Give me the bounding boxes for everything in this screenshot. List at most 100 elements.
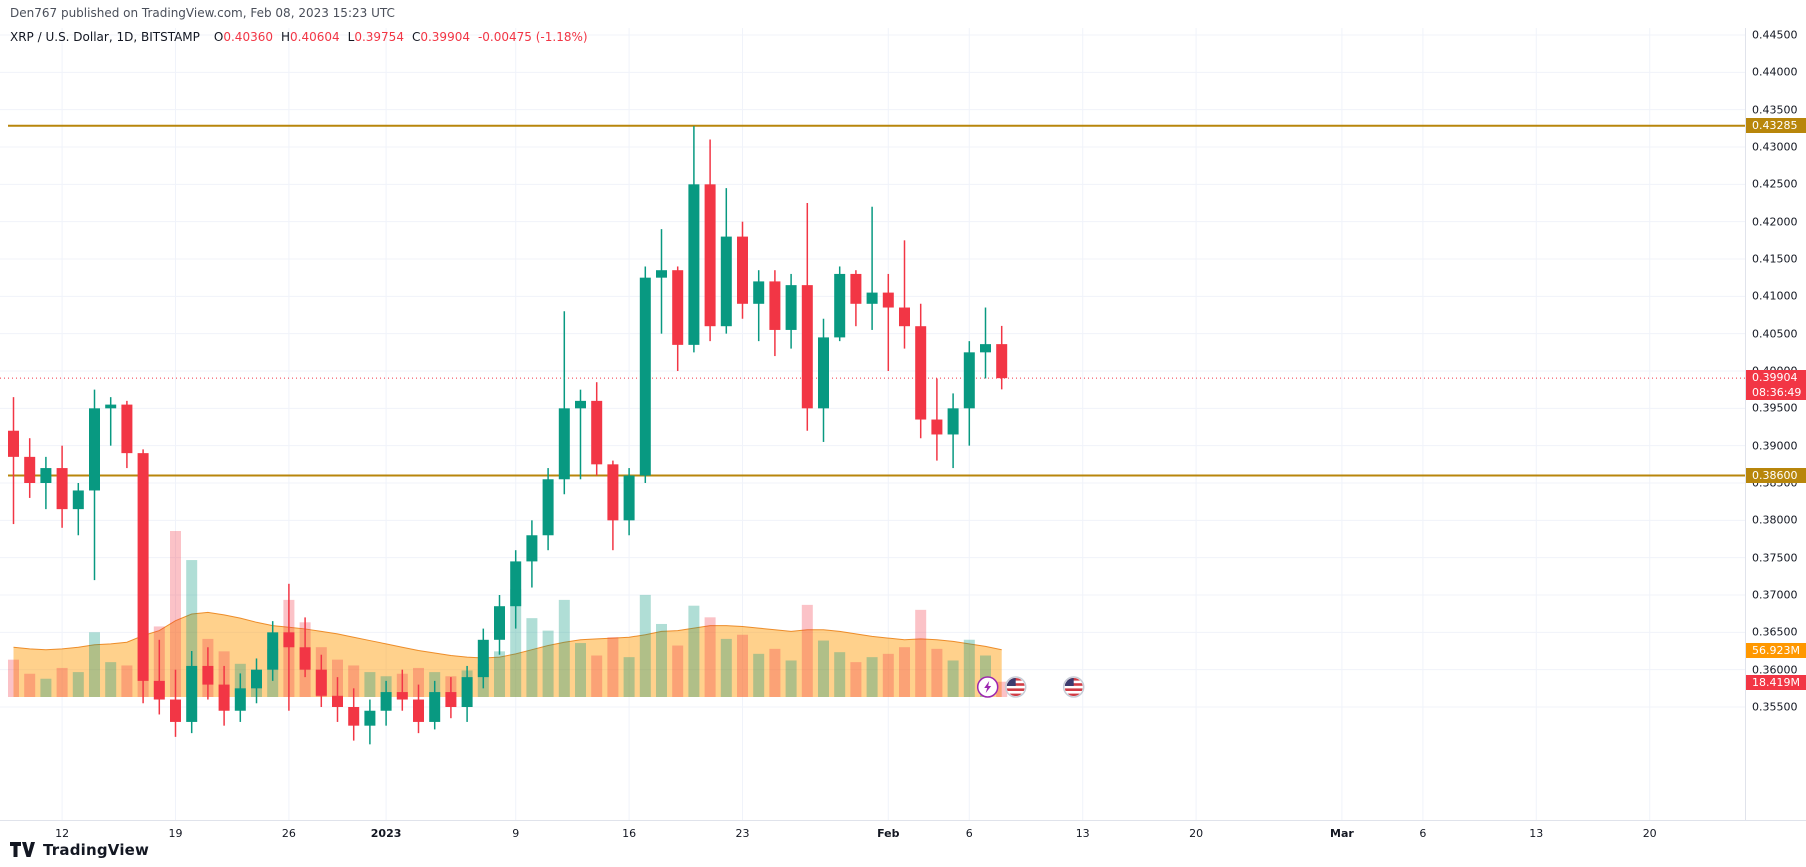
symbol-legend[interactable]: XRP / U.S. Dollar, 1D, BITSTAMP O0.40360 H… — [10, 30, 588, 44]
price-tick-label: 0.37500 — [1752, 551, 1798, 565]
candle — [267, 632, 279, 670]
ohlc-low-label: L — [347, 30, 355, 44]
time-tick-label: 2023 — [370, 827, 402, 840]
ohlc-high-value: 0.40604 — [290, 30, 340, 44]
price-axis-border — [1745, 28, 1746, 820]
tradingview-logo[interactable]: TradingView — [10, 840, 149, 859]
volume-bar — [542, 630, 554, 697]
volume-bar — [882, 653, 894, 697]
volume-bar — [656, 623, 667, 697]
price-tick-label: 0.42500 — [1752, 177, 1798, 191]
price-tick-label: 0.44000 — [1752, 65, 1798, 79]
level-price-label: 0.43285 — [1746, 117, 1806, 133]
candle — [445, 692, 457, 708]
level-price-label: 0.38600 — [1746, 467, 1806, 483]
price-tick-label: 0.36500 — [1752, 625, 1798, 639]
publish-info: Den767 published on TradingView.com, Feb… — [10, 6, 395, 20]
candle — [672, 270, 684, 345]
time-tick-label: 19 — [168, 827, 183, 840]
price-tick-label: 0.37000 — [1752, 588, 1798, 602]
volume-bar — [996, 681, 1008, 697]
volume-bar — [850, 662, 862, 697]
candle — [785, 285, 797, 330]
volume-bar — [510, 589, 522, 697]
candle — [40, 468, 52, 484]
volume-bar — [8, 659, 19, 697]
volume-bar — [607, 637, 619, 697]
volume-bar — [688, 605, 700, 697]
volume-bar — [704, 617, 716, 697]
candle — [801, 285, 813, 409]
volume-bar — [364, 672, 376, 697]
candle — [283, 632, 295, 648]
candle — [915, 326, 927, 420]
candle — [121, 404, 133, 454]
volume-bar — [899, 647, 910, 697]
candle — [980, 344, 991, 353]
volume-bar — [121, 665, 133, 697]
volume-bar — [753, 653, 765, 697]
candle — [234, 688, 246, 711]
volume-bar — [591, 655, 603, 697]
volume-ma-label: 56.923M — [1746, 642, 1806, 658]
volume-bar — [40, 678, 52, 697]
candle — [105, 404, 117, 409]
time-tick-label: 6 — [1419, 827, 1427, 840]
price-tick-label: 0.39000 — [1752, 439, 1798, 453]
us-flag-marker-icon[interactable] — [1004, 676, 1027, 698]
volume-ma-line — [13, 611, 1002, 659]
candle — [429, 692, 441, 722]
candle — [137, 453, 149, 681]
time-tick-label: Feb — [877, 827, 900, 840]
ohlc-low-value: 0.39754 — [354, 30, 404, 44]
volume-bar — [24, 673, 36, 697]
volume-bar — [89, 632, 100, 697]
volume-bar — [947, 660, 959, 697]
ohlc-close-label: C — [411, 30, 421, 44]
candle — [315, 669, 327, 696]
ohlc-open-label: O — [213, 30, 224, 44]
volume-bar — [866, 657, 878, 697]
candle — [89, 408, 100, 491]
volume-bar — [834, 652, 846, 697]
volume-bar — [737, 634, 748, 697]
grid-layer — [0, 28, 1745, 820]
volume-bar — [931, 648, 943, 697]
candle — [688, 184, 700, 345]
candle — [477, 639, 489, 678]
candle — [299, 647, 311, 670]
candle — [575, 400, 586, 409]
candle — [494, 606, 505, 640]
lightning-marker-icon[interactable] — [976, 676, 999, 698]
volume-bar — [413, 667, 424, 697]
price-tick-label: 0.38000 — [1752, 513, 1798, 527]
candle — [396, 692, 408, 700]
time-tick-label: 13 — [1529, 827, 1544, 840]
volume-bar — [623, 657, 635, 697]
volume-bar — [980, 655, 991, 697]
volume-bar — [769, 648, 781, 697]
time-tick-label: 16 — [622, 827, 637, 840]
candle — [186, 665, 198, 722]
price-tick-label: 0.43500 — [1752, 103, 1798, 117]
price-tick-label: 0.44500 — [1752, 28, 1798, 42]
time-tick-label: 9 — [512, 827, 520, 840]
time-tick-label: 20 — [1189, 827, 1204, 840]
volume-bar — [348, 665, 360, 697]
volume-bar — [720, 638, 732, 697]
volume-bar — [672, 645, 684, 697]
candle — [882, 292, 894, 308]
candle — [558, 408, 570, 480]
candle — [202, 665, 214, 685]
candle — [753, 281, 765, 304]
us-flag-marker-icon[interactable] — [1062, 676, 1085, 698]
price-tick-label: 0.35500 — [1752, 700, 1798, 714]
time-tick-label: 20 — [1642, 827, 1657, 840]
price-tick-label: 0.39500 — [1752, 401, 1798, 415]
volume-bar — [105, 662, 117, 697]
candle — [623, 475, 635, 521]
candle — [769, 281, 781, 330]
tradingview-logo-text: TradingView — [43, 840, 150, 859]
